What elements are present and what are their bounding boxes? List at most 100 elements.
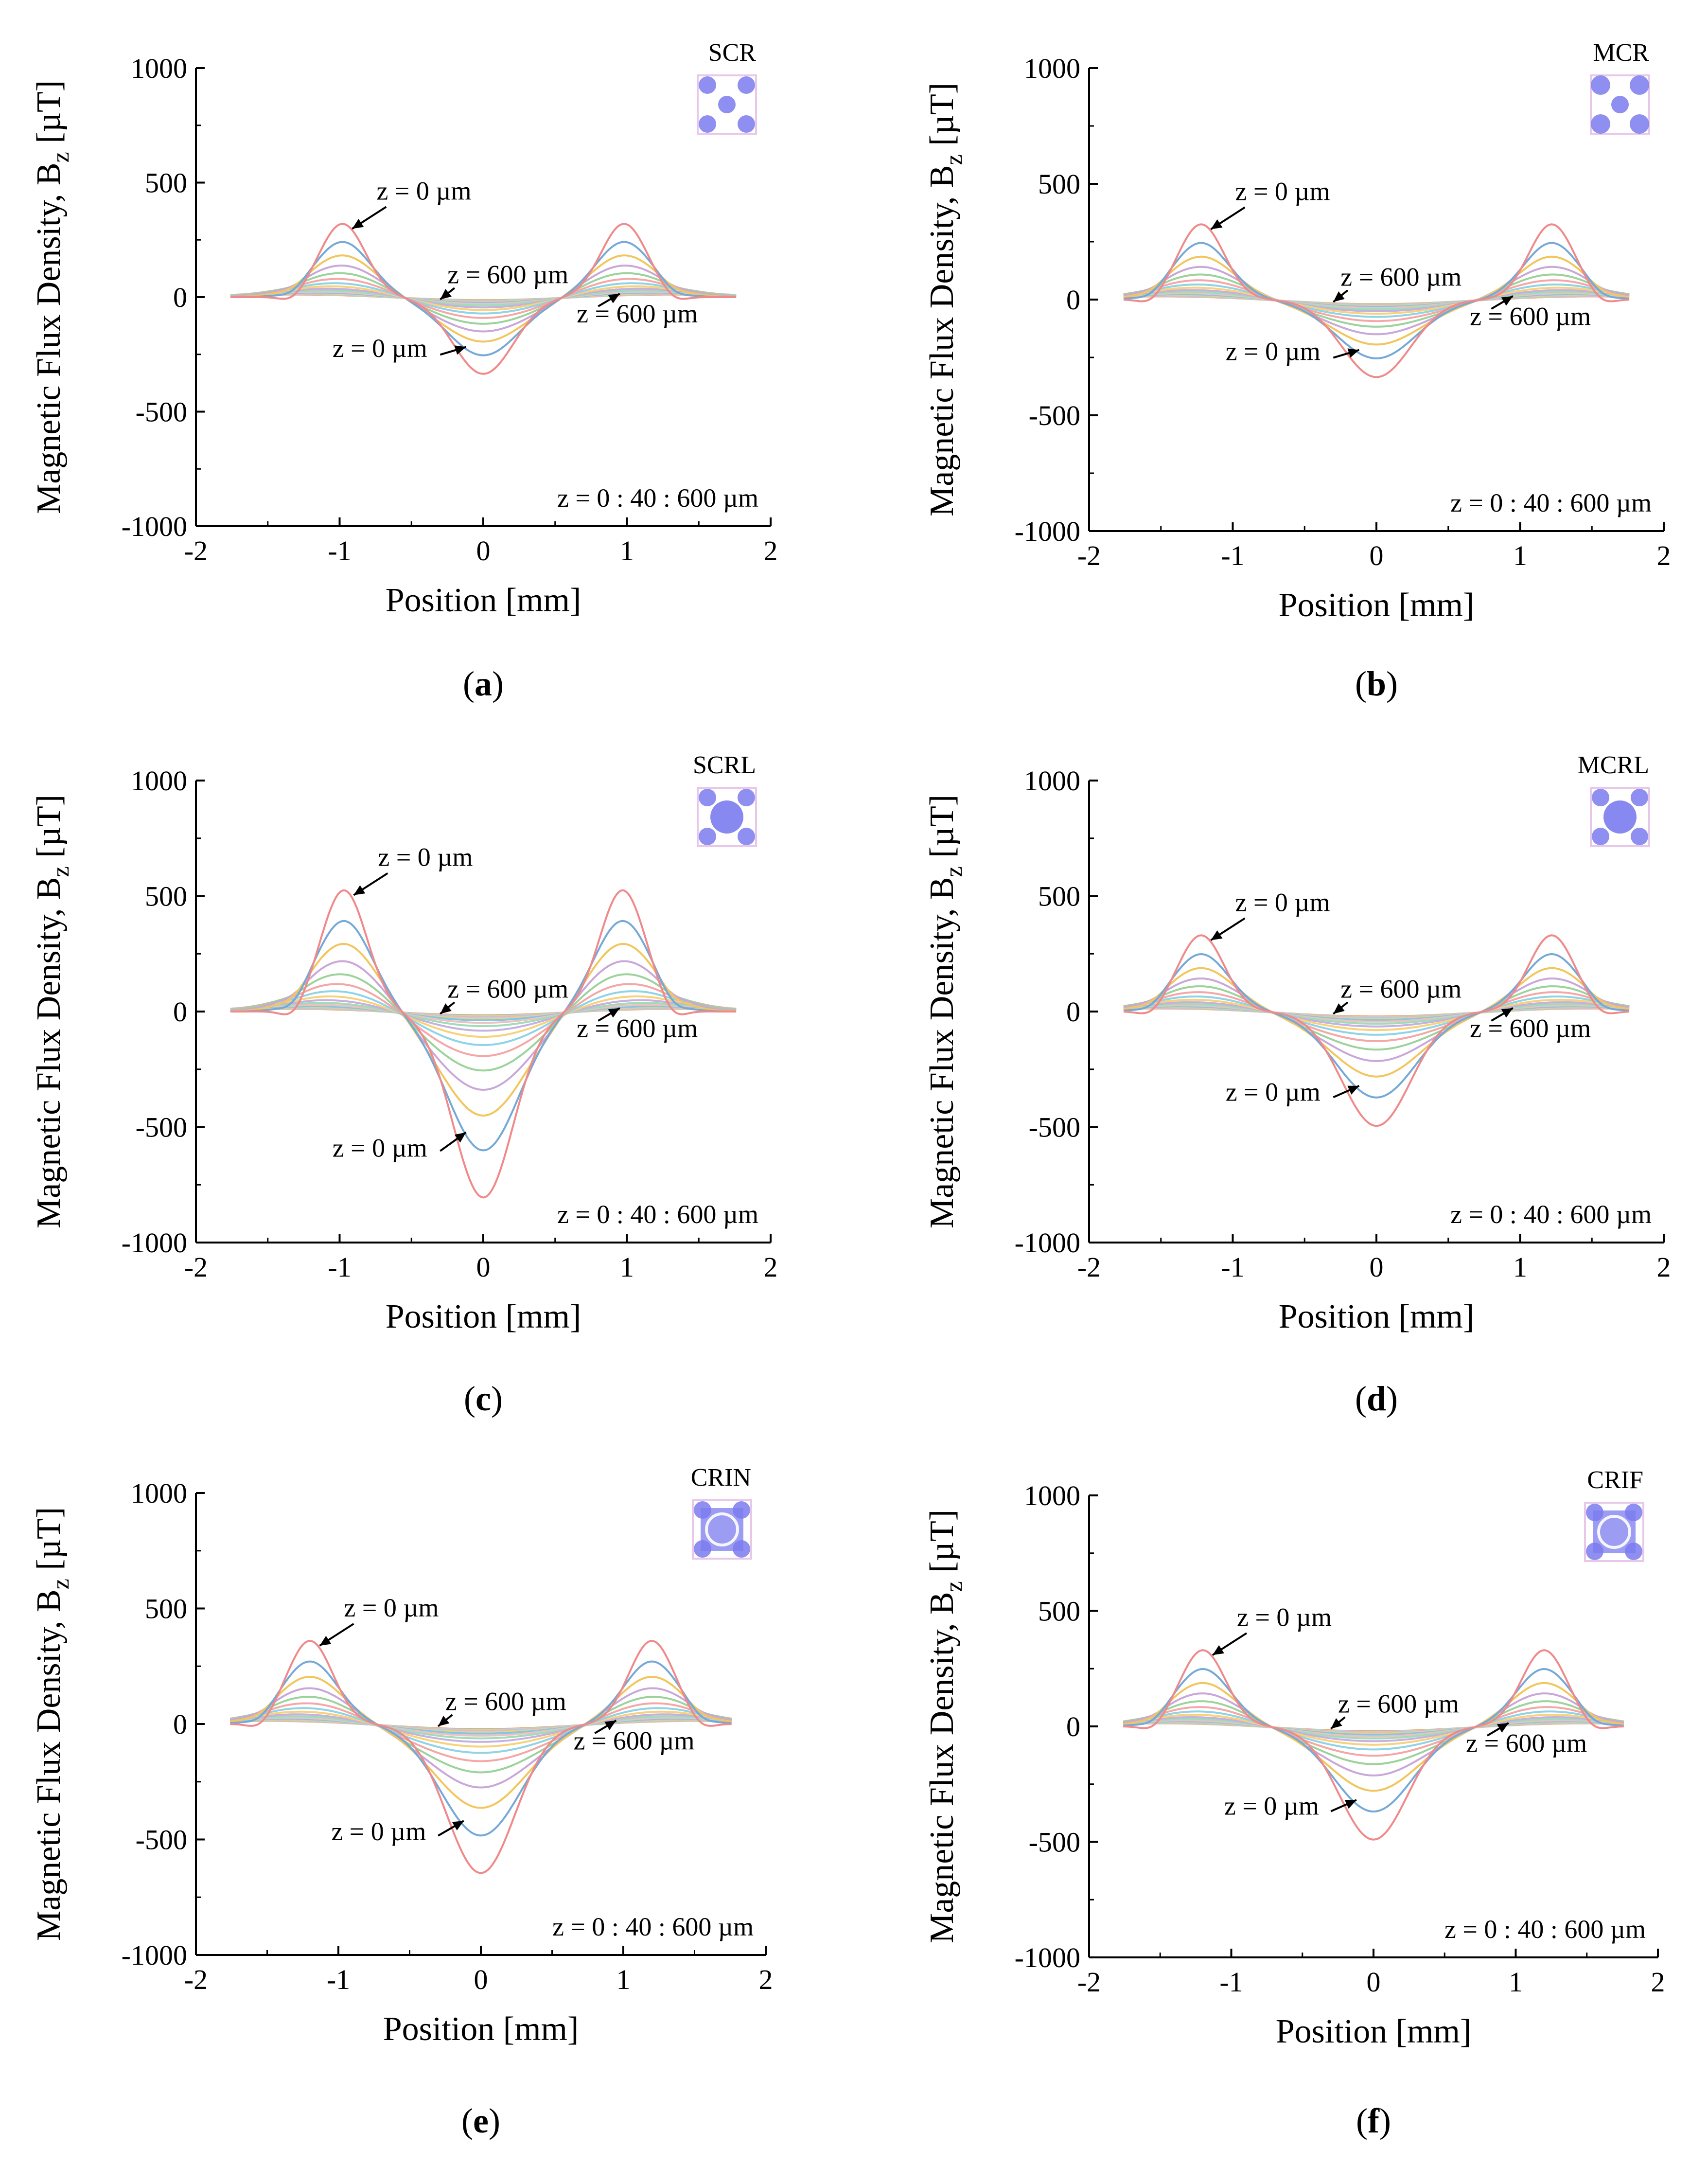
chart-panel-a: 1000 500 0 -500 -1000-2 -1 0 1 2 Position [mm] Mag… bbox=[30, 39, 778, 703]
series-line-z440 bbox=[1123, 1720, 1624, 1736]
x-tick-label: -1 bbox=[1221, 1251, 1244, 1283]
series-line-z0 bbox=[1123, 223, 1630, 378]
y-tick-label: 1000 bbox=[1024, 1480, 1080, 1511]
x-tick-label: -1 bbox=[327, 1964, 350, 1995]
series-line-z440 bbox=[1123, 1005, 1630, 1021]
y-axis-title-main: Magnetic Flux Density, B bbox=[923, 1592, 961, 1943]
z-range-label: z = 0 : 40 : 600 µm bbox=[1450, 1200, 1652, 1229]
chart-panel-b: 1000 500 0 -500 -1000-2 -1 0 1 2 Position [mm] Mag… bbox=[923, 39, 1671, 703]
x-tick-label: -1 bbox=[1219, 1966, 1243, 1998]
series-line-z200 bbox=[1123, 279, 1630, 322]
x-axis-title: Position [mm] bbox=[1279, 1298, 1475, 1335]
panel-label-open: ( bbox=[464, 1379, 475, 1418]
y-axis-title-unit: [µT] bbox=[923, 1510, 961, 1581]
x-axis-title: Position [mm] bbox=[383, 2010, 579, 2048]
inset-corner-dot bbox=[699, 76, 716, 94]
x-tick-label: 0 bbox=[1370, 1251, 1384, 1283]
z-range-label: z = 0 : 40 : 600 µm bbox=[1444, 1915, 1646, 1944]
x-tick-label: 1 bbox=[1509, 1966, 1523, 1998]
annotation-label: z = 0 µm bbox=[331, 1817, 426, 1846]
y-tick-label: 0 bbox=[173, 282, 187, 313]
inset-frame bbox=[1584, 1502, 1644, 1562]
series-line-z200 bbox=[1123, 1706, 1624, 1757]
inset-corner-dot bbox=[738, 115, 755, 133]
panel-title: SCR bbox=[708, 39, 757, 67]
series-line-z280 bbox=[1123, 286, 1630, 315]
x-axis-title: Position [mm] bbox=[386, 1298, 581, 1335]
series-line-z280 bbox=[230, 285, 737, 311]
annotation-arrow-head bbox=[608, 1008, 620, 1018]
annotation-label: z = 600 µm bbox=[445, 1687, 566, 1716]
y-axis-title-sub: z bbox=[940, 866, 967, 877]
panel-label-open: ( bbox=[1355, 664, 1367, 703]
annotation-label: z = 0 µm bbox=[378, 843, 473, 872]
y-tick-label: -1000 bbox=[122, 1939, 187, 1971]
series-line-z240 bbox=[1123, 283, 1630, 318]
y-tick-label: -1000 bbox=[122, 1227, 187, 1259]
annotation-label: z = 0 µm bbox=[1237, 1602, 1332, 1632]
annotation-arrow-head bbox=[1333, 1003, 1345, 1014]
x-tick-label: -1 bbox=[328, 535, 351, 567]
series-line-z280 bbox=[1123, 1714, 1624, 1746]
series-line-z40 bbox=[1123, 953, 1630, 1099]
y-axis-title: Magnetic Flux Density, Bz [µT] bbox=[923, 795, 967, 1228]
series-line-z360 bbox=[230, 1002, 737, 1028]
x-axis-title: Position [mm] bbox=[1279, 586, 1475, 624]
z-range-label: z = 0 : 40 : 600 µm bbox=[1450, 488, 1652, 517]
annotation-arrow-head bbox=[454, 1132, 466, 1143]
annotation-label: z = 0 µm bbox=[1235, 888, 1330, 917]
series-line-z160 bbox=[229, 1696, 732, 1774]
y-axis-title: Magnetic Flux Density, Bz [µT] bbox=[923, 83, 967, 516]
panel-label-letter: e bbox=[473, 2101, 489, 2140]
annotation-arrow-head bbox=[353, 885, 366, 895]
series-line-z400 bbox=[230, 290, 737, 305]
chart-panel-f: 1000 500 0 -500 -1000-2 -1 0 1 2 Position [mm] Mag… bbox=[923, 1466, 1665, 2140]
series-line-z360 bbox=[1123, 1718, 1624, 1740]
annotation-label: z = 600 µm bbox=[1470, 1013, 1591, 1043]
series-line-z40 bbox=[1123, 242, 1630, 359]
series-line-z120 bbox=[229, 1687, 732, 1789]
y-tick-label: 500 bbox=[145, 881, 187, 912]
panel-label: (e) bbox=[461, 2101, 500, 2140]
panel-label-close: ) bbox=[1386, 1379, 1398, 1418]
series-line-z400 bbox=[1123, 292, 1630, 309]
annotation-label: z = 0 µm bbox=[333, 1133, 427, 1162]
inset-center-disk bbox=[1603, 800, 1637, 834]
annotation-label: z = 600 µm bbox=[1466, 1728, 1587, 1758]
y-axis-title-unit: [µT] bbox=[30, 80, 68, 152]
series-line-z320 bbox=[230, 999, 737, 1032]
annotation-label: z = 0 µm bbox=[1224, 1792, 1319, 1821]
y-tick-label: -1000 bbox=[1015, 1227, 1080, 1259]
panel-label: (a) bbox=[463, 664, 504, 703]
annotation-label: z = 600 µm bbox=[1340, 975, 1461, 1004]
y-tick-label: -500 bbox=[1029, 1112, 1080, 1143]
y-tick-label: 500 bbox=[1038, 168, 1080, 200]
panel-label-close: ) bbox=[491, 1379, 503, 1418]
y-axis-title-unit: [µT] bbox=[923, 83, 961, 154]
series-line-z240 bbox=[1123, 995, 1630, 1036]
series-line-z160 bbox=[1123, 273, 1630, 328]
series-line-z440 bbox=[1123, 293, 1630, 308]
y-axis-title-sub: z bbox=[940, 154, 967, 165]
series-line-z200 bbox=[230, 983, 737, 1057]
y-axis-title: Magnetic Flux Density, Bz [µT] bbox=[30, 1507, 74, 1941]
inset-corner-dot bbox=[738, 789, 755, 806]
y-tick-label: -1000 bbox=[1015, 515, 1080, 547]
series-line-z0 bbox=[230, 889, 737, 1199]
series-line-z280 bbox=[230, 995, 737, 1038]
inset-corner-dot bbox=[1591, 114, 1610, 134]
series-line-z120 bbox=[230, 265, 737, 333]
inset-corner-dot bbox=[738, 76, 755, 94]
x-tick-label: 2 bbox=[1657, 1251, 1671, 1283]
series-line-z80 bbox=[230, 1675, 732, 1809]
y-tick-label: 0 bbox=[1066, 284, 1080, 316]
annotation-arrow-head bbox=[1347, 1085, 1359, 1095]
series-line-z280 bbox=[1123, 998, 1630, 1031]
inset-center-disk bbox=[710, 800, 743, 834]
annotation-arrow-head bbox=[608, 293, 620, 303]
y-tick-label: -500 bbox=[136, 1112, 187, 1143]
x-tick-label: 0 bbox=[476, 535, 491, 567]
series-line-z80 bbox=[230, 942, 737, 1117]
x-tick-label: -2 bbox=[184, 1964, 208, 1995]
inset-frame bbox=[692, 1499, 752, 1560]
